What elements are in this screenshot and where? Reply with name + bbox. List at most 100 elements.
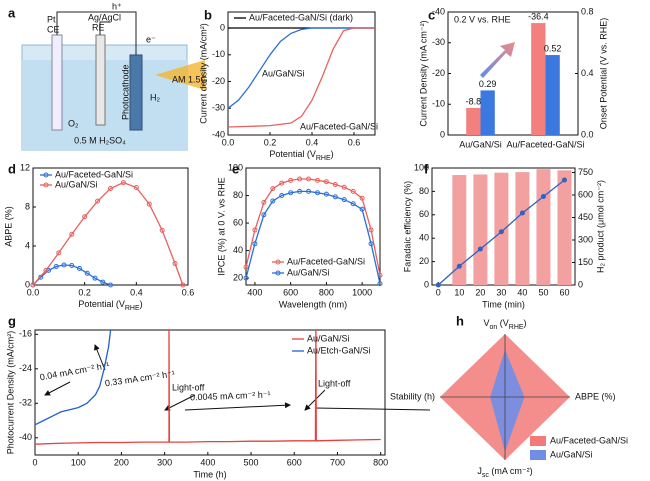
marker (332, 182, 338, 188)
label: Pt (47, 14, 56, 24)
marker (38, 274, 44, 280)
marker (108, 282, 113, 288)
y-tick-label: 8 (25, 201, 30, 211)
y-tick-label: -40 (432, 6, 445, 16)
x-tick-label: 0.4 (130, 287, 143, 297)
x-tick-label: Au/GaN/Si (459, 139, 502, 149)
bar (473, 174, 488, 285)
y-tick-label: -16 (19, 329, 32, 339)
marker (359, 206, 365, 212)
radar-area (490, 349, 525, 452)
data-line (245, 190, 381, 284)
marker (159, 227, 165, 233)
data-line (227, 27, 375, 128)
marker (84, 270, 90, 276)
x-tick-label: 0 (32, 457, 37, 467)
y-tick-label: -40 (212, 129, 225, 139)
bar (531, 23, 546, 135)
bar (452, 175, 467, 285)
y-tick-label: -10 (432, 99, 445, 109)
trend-arrow (480, 42, 515, 78)
marker (279, 180, 285, 186)
label: Ag/AgCl (88, 12, 121, 22)
panel-label: g (8, 313, 16, 328)
bar (557, 170, 572, 285)
annotation: 0.33 mA cm⁻² h⁻¹ (104, 369, 175, 389)
y-tick-label: 60 (233, 217, 243, 227)
marker (519, 210, 525, 216)
plot-frame (245, 167, 381, 286)
value-label: 0.29 (479, 79, 497, 89)
axis-label: Stability (h) (390, 391, 435, 401)
x-tick-label: 1000 (352, 287, 372, 297)
plot-frame (227, 11, 376, 136)
legend-marker (43, 172, 49, 178)
legend-label: Au/Faceted-GaN/Si (55, 169, 133, 179)
marker (540, 194, 546, 199)
marker (252, 241, 258, 247)
annotation: Light-off (318, 378, 351, 388)
marker (77, 265, 82, 271)
marker (368, 227, 374, 233)
y-tick-label: 40 (233, 245, 243, 255)
marker (30, 282, 36, 288)
panel-label: a (8, 5, 16, 20)
axis-label: IPCE (%) at 0 V. vs RHE (216, 177, 226, 275)
annotation: 0.0045 mA cm⁻² h⁻¹ (190, 390, 271, 403)
marker (288, 177, 294, 183)
y-tick-label: -20 (432, 68, 445, 78)
legend-label: Au/Faceted-GaN/Si (dark) (249, 12, 353, 22)
x-tick-label: 10 (454, 287, 464, 297)
x-tick-label: 200 (114, 457, 129, 467)
marker (270, 198, 276, 204)
axis-label: Photocurrent Density (mA/cm²) (5, 331, 15, 455)
label-part: RHE (509, 324, 524, 331)
marker (279, 193, 285, 199)
x-tick-label: 600 (287, 457, 302, 467)
counter-electrode (51, 34, 63, 131)
photocathode (129, 54, 143, 131)
label-part: sc (482, 472, 490, 479)
data-line (245, 178, 381, 276)
y-tick-label: -10 (212, 49, 225, 59)
annotation: Light-off (172, 382, 205, 392)
marker (306, 176, 312, 182)
x-tick-label: 0.2 (78, 287, 91, 297)
x-tick-label: 700 (330, 457, 345, 467)
y-tick-label: -40 (19, 432, 32, 442)
y2-tick-label: 750 (578, 167, 593, 177)
marker (323, 179, 329, 185)
marker (146, 201, 152, 207)
y2-tick-label: 300 (578, 234, 593, 244)
marker (252, 227, 258, 233)
marker (133, 185, 139, 190)
marker (69, 231, 75, 237)
marker (61, 262, 67, 268)
y-tick-label: 40 (419, 233, 429, 243)
y-tick-label: 100 (228, 162, 243, 172)
label: AM 1.5G (172, 74, 208, 84)
g-arrows (44, 344, 431, 411)
bar (494, 172, 509, 285)
marker (323, 191, 329, 197)
arrow (164, 394, 196, 411)
arrow (44, 381, 71, 396)
label: H₂ (150, 92, 160, 102)
y-tick-label: -24 (19, 363, 32, 373)
x-tick-label: 0.6 (182, 287, 195, 297)
label-part: J (477, 466, 482, 476)
series-label: Au/GaN/Si (262, 68, 305, 78)
x-tick-label: 400 (200, 457, 215, 467)
annotation: 0.04 mA cm⁻² h⁻¹ (39, 360, 110, 382)
arrow (314, 407, 431, 411)
legend-marker (43, 182, 49, 188)
x-tick-label: 100 (71, 457, 86, 467)
y-tick-label: 12 (20, 162, 30, 172)
bar (515, 172, 530, 285)
y-tick-label: 0 (220, 22, 225, 32)
axis-label: Onset Potential (V vs. RHE) (598, 18, 608, 130)
label: h⁺ (112, 1, 122, 11)
marker (498, 229, 504, 235)
y2-tick-label: 450 (578, 212, 593, 222)
